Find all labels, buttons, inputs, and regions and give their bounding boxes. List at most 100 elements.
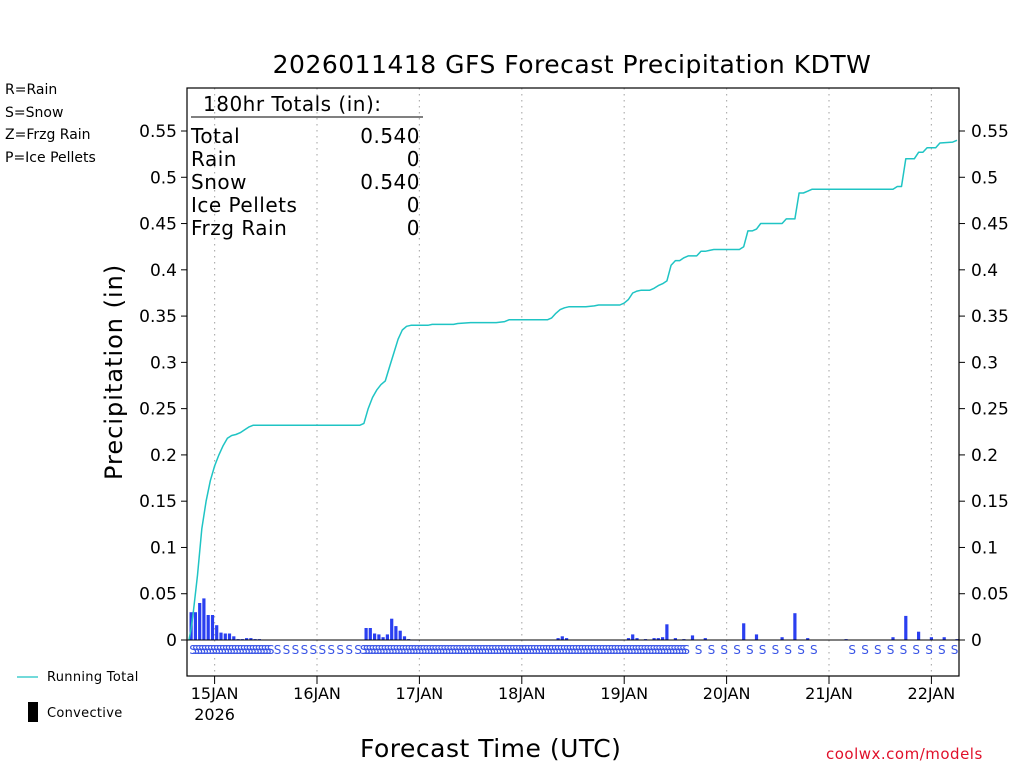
ptype-marker-56: S [417, 643, 425, 657]
ptype-marker-114: S [590, 643, 598, 657]
plot-border [186, 87, 960, 677]
ptype-marker-107: S [569, 643, 577, 657]
ptype-marker-23: S [258, 643, 266, 657]
ptype-marker-38: S [363, 643, 371, 657]
ptype-marker-49: S [396, 643, 404, 657]
ptype-marker-89: S [515, 643, 523, 657]
ptype-marker-62: S [434, 643, 442, 657]
ptype-marker-2: S [195, 643, 203, 657]
ptype-marker-127: S [629, 643, 637, 657]
ptype-marker-152: S [772, 643, 780, 657]
ptype-marker-112: S [584, 643, 592, 657]
snow-bar-41 [673, 638, 677, 640]
x-tick-label-0: 15JAN [191, 684, 239, 703]
snow-bar-6 [215, 625, 219, 640]
ptype-marker-8: S [213, 643, 221, 657]
ptype-marker-149: S [733, 643, 741, 657]
ptype-marker-111: S [581, 643, 589, 657]
ptype-marker-54: S [411, 643, 419, 657]
y-tick-label-left-5: 0.25 [139, 400, 177, 420]
snow-bar-56 [942, 637, 946, 640]
ptype-marker-133: S [647, 643, 655, 657]
credit-link[interactable]: coolwx.com/models [826, 745, 983, 763]
ptype-marker-123: S [617, 643, 625, 657]
ptype-marker-154: S [797, 643, 805, 657]
ptype-marker-48: S [393, 643, 401, 657]
legend-rain: R=Rain [5, 82, 58, 98]
snow-bar-14 [249, 638, 253, 640]
ptype-marker-162: S [925, 643, 933, 657]
y-tick-label-right-9: 0.45 [971, 215, 1009, 235]
ptype-marker-71: S [461, 643, 469, 657]
x-tick-label-7: 22JAN [908, 684, 956, 703]
snow-bar-21 [377, 634, 381, 640]
snow-bar-25 [394, 626, 398, 640]
ptype-marker-130: S [638, 643, 646, 657]
ptype-marker-29: S [292, 643, 300, 657]
totals-label-snow: Snow [191, 170, 247, 194]
snow-bar-24 [390, 618, 394, 640]
ptype-marker-53: S [408, 643, 416, 657]
ptype-marker-52: S [405, 643, 413, 657]
y-tick-label-left-0: 0 [166, 631, 177, 651]
ptype-marker-69: S [455, 643, 463, 657]
ptype-marker-88: S [512, 643, 520, 657]
snow-bar-37 [652, 638, 656, 640]
x-tick-label-6: 21JAN [805, 684, 853, 703]
ptype-marker-35: S [345, 643, 353, 657]
y-axis-right: 0 0.05 0.1 0.15 0.2 0.25 0.3 0.35 0.4 0.45 0.5 0.55 [959, 122, 1009, 651]
ptype-marker-78: S [482, 643, 490, 657]
snow-bar-34 [631, 634, 635, 640]
snow-bar-8 [223, 633, 227, 640]
ptype-marker-22: S [255, 643, 263, 657]
y-tick-label-left-1: 0.05 [139, 585, 177, 605]
ptype-marker-103: S [557, 643, 565, 657]
ptype-marker-0: S [189, 643, 197, 657]
ptype-marker-18: S [243, 643, 251, 657]
ptype-marker-101: S [551, 643, 559, 657]
ptype-marker-39: S [366, 643, 374, 657]
ptype-marker-80: S [488, 643, 496, 657]
ptype-marker-66: S [446, 643, 454, 657]
ptype-marker-84: S [500, 643, 508, 657]
totals-value-ice-pellets: 0 [406, 193, 420, 217]
ptype-marker-93: S [527, 643, 535, 657]
ptype-marker-100: S [548, 643, 556, 657]
ptype-marker-12: S [225, 643, 233, 657]
snow-bar-48 [780, 637, 784, 640]
ptype-marker-73: S [467, 643, 475, 657]
ptype-marker-44: S [381, 643, 389, 657]
snow-bar-5 [210, 615, 215, 640]
ptype-marker-16: S [237, 643, 245, 657]
ptype-marker-59: S [426, 643, 434, 657]
y-tick-label-right-5: 0.25 [971, 400, 1009, 420]
ptype-marker-99: S [545, 643, 553, 657]
snow-bar-54 [917, 631, 921, 640]
snow-bar-9 [227, 633, 232, 640]
ptype-marker-10: S [219, 643, 227, 657]
ptype-marker-156: S [848, 643, 856, 657]
y-tick-label-right-4: 0.2 [971, 446, 998, 466]
ptype-marker-9: S [216, 643, 224, 657]
ptype-marker-31: S [309, 643, 317, 657]
totals-header: 180hr Totals (in): [203, 92, 382, 116]
y-tick-label-right-0: 0 [971, 631, 982, 651]
ptype-marker-47: S [390, 643, 398, 657]
snow-bar-39 [661, 637, 665, 640]
ptype-marker-76: S [476, 643, 484, 657]
legend-frzg-rain: Z=Frzg Rain [5, 127, 91, 143]
ptype-marker-119: S [605, 643, 613, 657]
ptype-marker-105: S [563, 643, 571, 657]
snow-bar-47 [754, 634, 759, 640]
ptype-marker-157: S [861, 643, 869, 657]
snow-bar-7 [219, 632, 223, 640]
convective-legend-swatch [28, 702, 38, 722]
ptype-marker-146: S [695, 643, 703, 657]
ptype-marker-117: S [599, 643, 607, 657]
y-axis-title: Precipitation (in) [100, 263, 128, 480]
ptype-marker-43: S [378, 643, 386, 657]
ptype-marker-17: S [240, 643, 248, 657]
totals-value-frzg-rain: 0 [406, 216, 420, 240]
ptype-marker-98: S [542, 643, 550, 657]
snow-bar-4 [206, 615, 210, 640]
